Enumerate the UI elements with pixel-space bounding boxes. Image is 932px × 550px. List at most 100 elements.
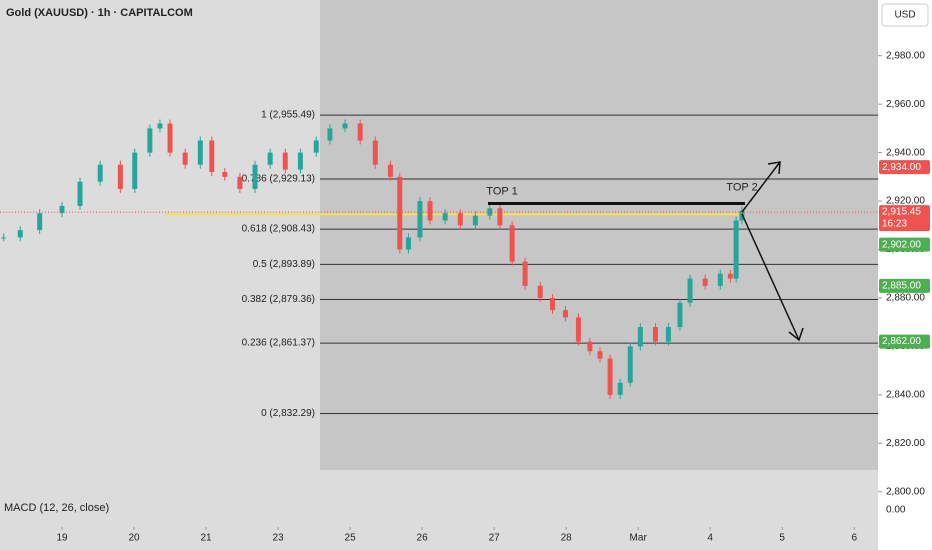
candle xyxy=(37,213,43,231)
y-tick-label: 2,980.00 xyxy=(886,50,925,61)
top-label: TOP 1 xyxy=(486,185,517,197)
y-tick-label: 2,800.00 xyxy=(886,486,925,497)
y-tick-label: 2,840.00 xyxy=(886,390,925,401)
candle xyxy=(267,152,273,165)
candle xyxy=(59,205,65,214)
candle xyxy=(652,327,658,342)
x-tick-label: 21 xyxy=(200,533,212,544)
candle xyxy=(733,220,739,279)
candle xyxy=(587,341,593,352)
price-tag xyxy=(879,160,930,175)
candle xyxy=(427,201,433,221)
candle xyxy=(1,237,7,239)
currency: USD xyxy=(894,10,915,21)
candle xyxy=(157,123,163,129)
candle xyxy=(607,358,613,395)
x-tick-label: 4 xyxy=(707,533,713,544)
candle xyxy=(497,208,503,226)
price-tag xyxy=(879,205,930,232)
x-tick-label: 20 xyxy=(128,533,140,544)
x-tick-label: 25 xyxy=(345,533,357,544)
fib-label: 0.382 (2,879.36) xyxy=(242,294,315,305)
fib-label: 0.5 (2,893.89) xyxy=(253,259,315,270)
macd-zero: 0.00 xyxy=(886,505,906,516)
y-tick-label: 2,880.00 xyxy=(886,293,925,304)
top-label: TOP 2 xyxy=(726,181,757,193)
y-tick-label: 2,960.00 xyxy=(886,99,925,110)
candle xyxy=(147,128,153,153)
candle xyxy=(509,225,515,262)
price-tag-label: 2,902.00 xyxy=(882,239,921,250)
candle xyxy=(167,123,173,153)
candle xyxy=(702,278,708,286)
candle xyxy=(97,164,103,182)
candle xyxy=(342,123,348,129)
x-tick-label: 6 xyxy=(851,533,857,544)
price-tag xyxy=(879,237,930,252)
arrows xyxy=(741,161,804,342)
x-tick-label: 19 xyxy=(56,533,68,544)
candle xyxy=(562,310,568,318)
currency-box[interactable] xyxy=(881,3,929,27)
candle xyxy=(357,123,363,141)
candle xyxy=(637,327,643,347)
candle xyxy=(372,140,378,165)
price-tag xyxy=(879,334,930,349)
candle xyxy=(597,351,603,359)
price-tag-label: 2,885.00 xyxy=(882,280,921,291)
fib-zone xyxy=(320,0,878,470)
x-tick-label: 5 xyxy=(779,533,785,544)
candle xyxy=(327,128,333,141)
x-tick-label: 26 xyxy=(417,533,429,544)
candle xyxy=(677,302,683,328)
fib-label: 0.236 (2,861.37) xyxy=(242,338,315,349)
fib-label: 0.618 (2,908.43) xyxy=(242,224,315,235)
candle xyxy=(405,237,411,250)
macd-title: MACD (12, 26, close) xyxy=(4,502,109,514)
fib-label: 0 (2,832.29) xyxy=(261,408,315,419)
candle xyxy=(442,213,448,221)
candle xyxy=(457,213,463,226)
candle xyxy=(717,273,723,286)
y-tick-label: 2,940.00 xyxy=(886,147,925,158)
candle xyxy=(222,171,228,177)
candle xyxy=(665,327,671,342)
x-tick-label: Mar xyxy=(630,533,648,544)
candle xyxy=(197,140,203,165)
candle xyxy=(387,164,393,177)
candle xyxy=(282,152,288,170)
y-tick-label: 2,820.00 xyxy=(886,438,925,449)
x-tick-label: 27 xyxy=(489,533,501,544)
candle xyxy=(537,285,543,298)
candle xyxy=(77,181,83,206)
candle xyxy=(313,140,319,153)
fib-label: 0.786 (2,929.13) xyxy=(242,174,315,185)
candle xyxy=(727,273,733,279)
chart-title: Gold (XAUUSD) · 1h · CAPITALCOM xyxy=(6,7,193,19)
candle xyxy=(417,201,423,238)
price-tag-label: 2,915.45 xyxy=(882,207,921,218)
candle xyxy=(17,230,23,238)
candle xyxy=(739,210,745,221)
x-tick-label: 23 xyxy=(273,533,285,544)
fib-label: 1 (2,955.49) xyxy=(261,110,315,121)
candle xyxy=(209,140,215,172)
price-tag-label: 2,934.00 xyxy=(882,162,921,173)
candle xyxy=(472,215,478,226)
candle xyxy=(297,152,303,170)
candle xyxy=(397,176,403,250)
candle xyxy=(627,346,633,383)
candle xyxy=(182,152,188,165)
candle xyxy=(617,382,623,395)
candle xyxy=(117,164,123,189)
candle xyxy=(252,164,258,189)
candle xyxy=(237,176,243,189)
y-tick-label: 2,920.00 xyxy=(886,196,925,207)
candle xyxy=(575,317,581,342)
price-tag-time: 16:23 xyxy=(882,219,907,230)
price-tag-label: 2,862.00 xyxy=(882,336,921,347)
candle xyxy=(549,297,555,311)
candle xyxy=(132,152,138,189)
price-tag xyxy=(879,278,930,293)
